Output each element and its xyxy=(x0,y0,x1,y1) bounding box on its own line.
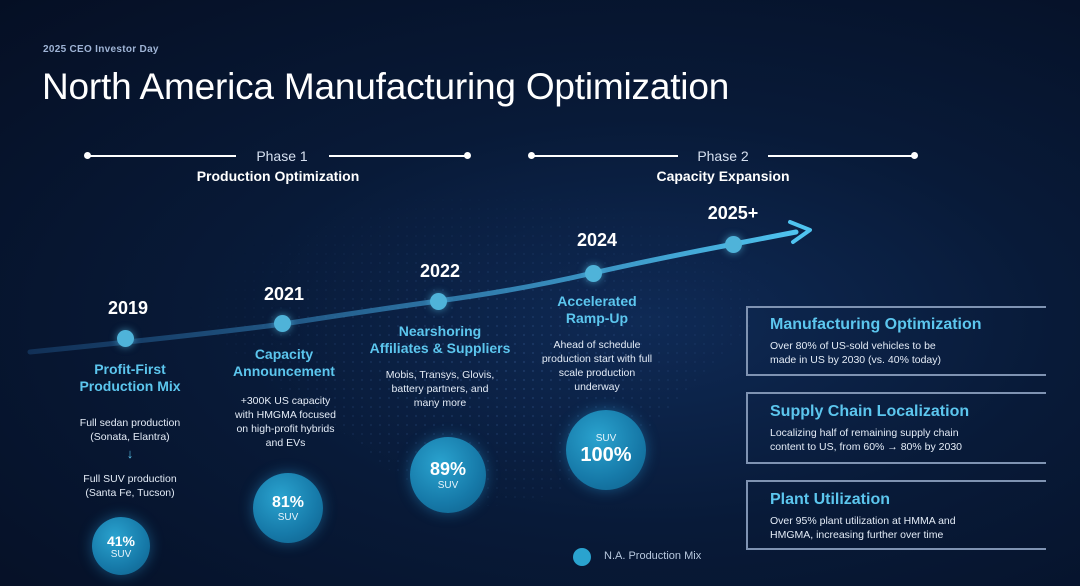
legend-marker xyxy=(573,548,591,566)
panel-2-title: Supply Chain Localization xyxy=(770,403,970,420)
milestone-2019-desc-2-line2: (Santa Fe, Tucson) xyxy=(85,487,175,499)
milestone-2022-desc-line1: Mobis, Transys, Glovis, xyxy=(385,369,495,381)
mix-label-2024: SUV xyxy=(595,433,617,444)
phase-2-subtitle: Capacity Expansion xyxy=(656,168,790,184)
milestone-2024-desc-line2: production start with full xyxy=(541,353,653,365)
phase-2-right-dot xyxy=(911,152,918,159)
timeline-node-2025-plus xyxy=(725,236,742,253)
year-2019: 2019 xyxy=(107,298,149,318)
panel-2-desc-line1: Localizing half of remaining supply chai… xyxy=(770,427,959,439)
phase-1-left-line xyxy=(88,155,236,157)
panel-3-desc-line2: HMGMA, increasing further over time xyxy=(770,529,944,541)
eyebrow-label: 2025 CEO Investor Day xyxy=(43,44,159,55)
timeline-node-2024 xyxy=(585,265,602,282)
year-2024: 2024 xyxy=(576,230,618,250)
arrow-down-icon: ↓ xyxy=(126,446,134,461)
milestone-2021-title-line1: Capacity xyxy=(254,346,314,362)
phase-2-right-line xyxy=(768,155,914,157)
milestone-2019-title-line1: Profit-First xyxy=(94,361,166,377)
phase-2-label: Phase 2 xyxy=(697,148,749,164)
panel-3-desc-line1: Over 95% plant utilization at HMMA and xyxy=(770,515,956,527)
phase-2-left-line xyxy=(532,155,678,157)
mix-value-2021: 81% xyxy=(271,493,305,511)
milestone-2021-title: Capacity Announcement xyxy=(203,346,365,380)
timeline-node-2022 xyxy=(430,293,447,310)
phase-1-left-dot xyxy=(84,152,91,159)
panel-1-desc-line1: Over 80% of US-sold vehicles to be xyxy=(770,340,936,352)
phase-1-subtitle: Production Optimization xyxy=(196,168,360,184)
milestone-2019-title-line2: Production Mix xyxy=(79,378,181,394)
panel-plant-utilization: Plant Utilization Over 95% plant utiliza… xyxy=(746,480,1046,550)
legend-label: N.A. Production Mix xyxy=(604,550,702,562)
milestone-2022-title: Nearshoring Affiliates & Suppliers xyxy=(355,323,525,357)
milestone-2021-desc-line2: with HMGMA focused xyxy=(235,409,336,421)
phase-1-right-line xyxy=(329,155,467,157)
milestone-2021-desc-line1: +300K US capacity xyxy=(240,395,331,407)
panel-3-title: Plant Utilization xyxy=(770,491,890,508)
panel-1-desc-line2: made in US by 2030 (vs. 40% today) xyxy=(770,354,942,366)
phase-1-right-dot xyxy=(464,152,471,159)
milestone-2022-desc-line2: battery partners, and xyxy=(391,383,489,395)
milestone-2024-desc: Ahead of schedule production start with … xyxy=(518,338,676,394)
mix-label-2021: SUV xyxy=(277,511,299,523)
year-2025-plus: 2025+ xyxy=(707,203,759,223)
milestone-2019-desc-1-line2: (Sonata, Elantra) xyxy=(90,431,170,443)
panel-1-title: Manufacturing Optimization xyxy=(770,316,982,333)
milestone-2024-title-line1: Accelerated xyxy=(557,293,637,309)
milestone-2019-title: Profit-First Production Mix xyxy=(55,361,205,395)
timeline-arrow-head xyxy=(788,220,812,244)
panel-supply-chain-localization: Supply Chain Localization Localizing hal… xyxy=(746,392,1046,464)
phase-2-left-dot xyxy=(528,152,535,159)
milestone-2021-title-line2: Announcement xyxy=(233,363,335,379)
phase-1-label: Phase 1 xyxy=(256,148,308,164)
milestone-2021-desc-line3: on high-profit hybrids xyxy=(236,423,335,435)
milestone-2019-desc-2: Full SUV production (Santa Fe, Tucson) xyxy=(50,472,210,500)
mix-label-2019: SUV xyxy=(110,548,132,560)
milestone-2019-desc-1: Full sedan production (Sonata, Elantra) xyxy=(50,416,210,444)
milestone-2019-desc-2-line1: Full SUV production xyxy=(83,473,177,485)
milestone-2021-desc-line4: and EVs xyxy=(265,437,306,449)
page-title: North America Manufacturing Optimization xyxy=(42,66,730,107)
timeline-node-2019 xyxy=(117,330,134,347)
panel-2-desc-line2: content to US, from 60% → 80% by 2030 xyxy=(770,441,963,453)
mix-value-2019: 41% xyxy=(106,532,136,549)
milestone-2022-desc-line3: many more xyxy=(413,397,467,409)
mix-bubble-2019: 41% SUV xyxy=(92,517,150,575)
mix-bubble-2021: 81% SUV xyxy=(253,473,323,543)
milestone-2021-desc: +300K US capacity with HMGMA focused on … xyxy=(208,394,363,450)
mix-bubble-2024: SUV 100% xyxy=(566,410,646,490)
panel-manufacturing-optimization: Manufacturing Optimization Over 80% of U… xyxy=(746,306,1046,376)
milestone-2019-desc-1-line1: Full sedan production xyxy=(79,417,181,429)
mix-bubble-2022: 89% SUV xyxy=(410,437,486,513)
mix-value-2024: 100% xyxy=(580,444,632,466)
milestone-2022-title-line1: Nearshoring xyxy=(398,323,482,339)
milestone-2024-desc-line3: scale production xyxy=(558,367,636,379)
timeline-node-2021 xyxy=(274,315,291,332)
milestone-2024-desc-line1: Ahead of schedule xyxy=(553,339,641,351)
mix-label-2022: SUV xyxy=(437,480,459,491)
milestone-2022-title-line2: Affiliates & Suppliers xyxy=(369,340,511,356)
mix-value-2022: 89% xyxy=(429,459,467,479)
milestone-2024-title-line2: Ramp-Up xyxy=(565,310,629,326)
year-2021: 2021 xyxy=(263,284,305,304)
milestone-2022-desc: Mobis, Transys, Glovis, battery partners… xyxy=(362,368,518,410)
year-2022: 2022 xyxy=(419,261,461,281)
milestone-2024-title: Accelerated Ramp-Up xyxy=(515,293,679,327)
milestone-2024-desc-line4: underway xyxy=(574,381,620,393)
